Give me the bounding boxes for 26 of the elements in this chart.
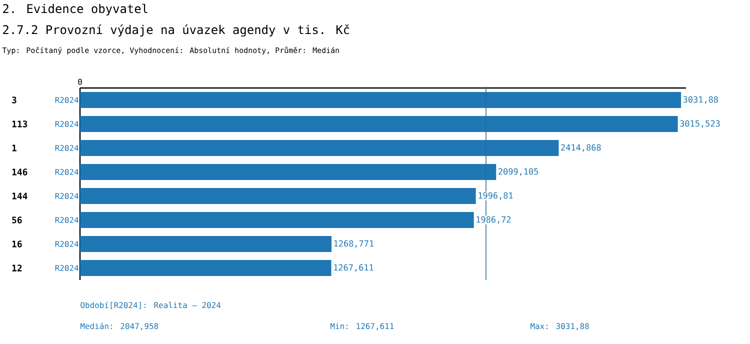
bar [80,212,474,228]
bar [80,236,332,252]
chart-subtitle: 2.7.2 Provozní výdaje na úvazek agendy v tis. Kč [3,24,350,37]
bar [80,140,559,156]
bar [80,188,476,204]
y-tick-label: 3 [12,96,16,104]
y-tick-label: 146 [12,168,28,176]
data-label: 1996,81 [478,192,513,200]
data-label: 1267,611 [334,264,374,272]
bar [80,164,496,180]
y-tick-label: 113 [12,120,28,128]
data-label: 1986,72 [476,216,511,224]
y-tick-label: 12 [12,264,22,272]
bar [80,116,678,132]
data-label: 3031,88 [683,96,718,104]
data-label: 1268,771 [334,240,374,248]
y-tick-label: 56 [12,216,22,224]
y-tick-label: 1 [12,144,16,152]
data-label: 3015,523 [680,120,720,128]
bar [80,260,332,276]
bar [80,92,682,108]
chart-title: 2. Evidence obyvatel [3,4,148,16]
data-label: 2099,105 [498,168,538,176]
data-label: 2414,868 [561,144,601,152]
y-tick-label: 16 [12,240,22,248]
y-tick-label: 144 [12,192,28,200]
